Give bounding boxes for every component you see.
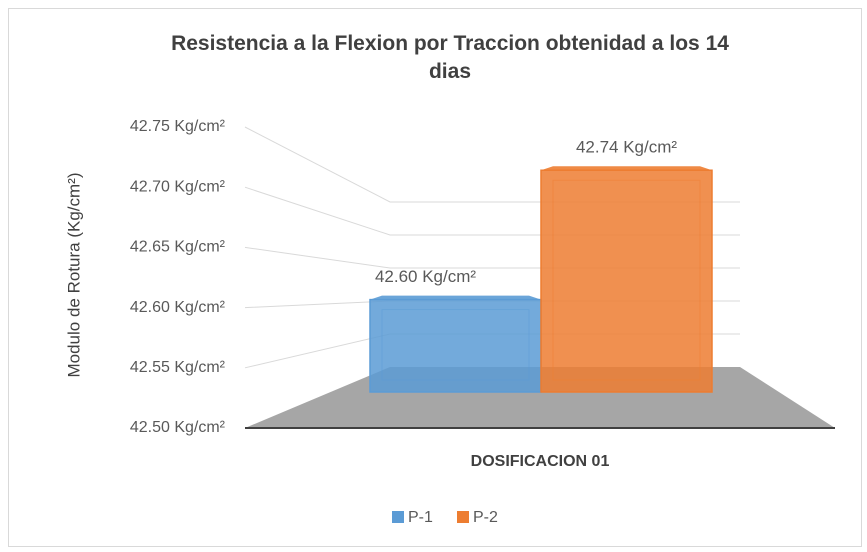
legend-swatch — [392, 511, 404, 523]
y-tick-label: 42.75 Kg/cm² — [130, 118, 226, 135]
bar-top — [541, 166, 712, 171]
bar — [369, 298, 542, 393]
legend-label: P-1 — [408, 509, 433, 526]
x-tick-label: DOSIFICACION 01 — [471, 453, 610, 470]
y-tick-label: 42.55 Kg/cm² — [130, 359, 226, 376]
chart-border — [8, 8, 862, 547]
y-tick-label: 42.70 Kg/cm² — [130, 178, 226, 195]
bar-top — [370, 295, 541, 300]
y-tick-label: 42.50 Kg/cm² — [130, 419, 226, 436]
data-label: 42.74 Kg/cm² — [576, 138, 677, 157]
bar — [540, 169, 713, 393]
data-label: 42.60 Kg/cm² — [375, 267, 476, 286]
legend-swatch — [457, 511, 469, 523]
legend-label: P-2 — [473, 509, 498, 526]
chart-title: Resistencia a la Flexion por Traccion ob… — [171, 32, 729, 83]
y-axis-label: Modulo de Rotura (Kg/cm²) — [64, 172, 83, 377]
y-tick-label: 42.65 Kg/cm² — [130, 239, 226, 256]
y-tick-label: 42.60 Kg/cm² — [130, 299, 226, 316]
